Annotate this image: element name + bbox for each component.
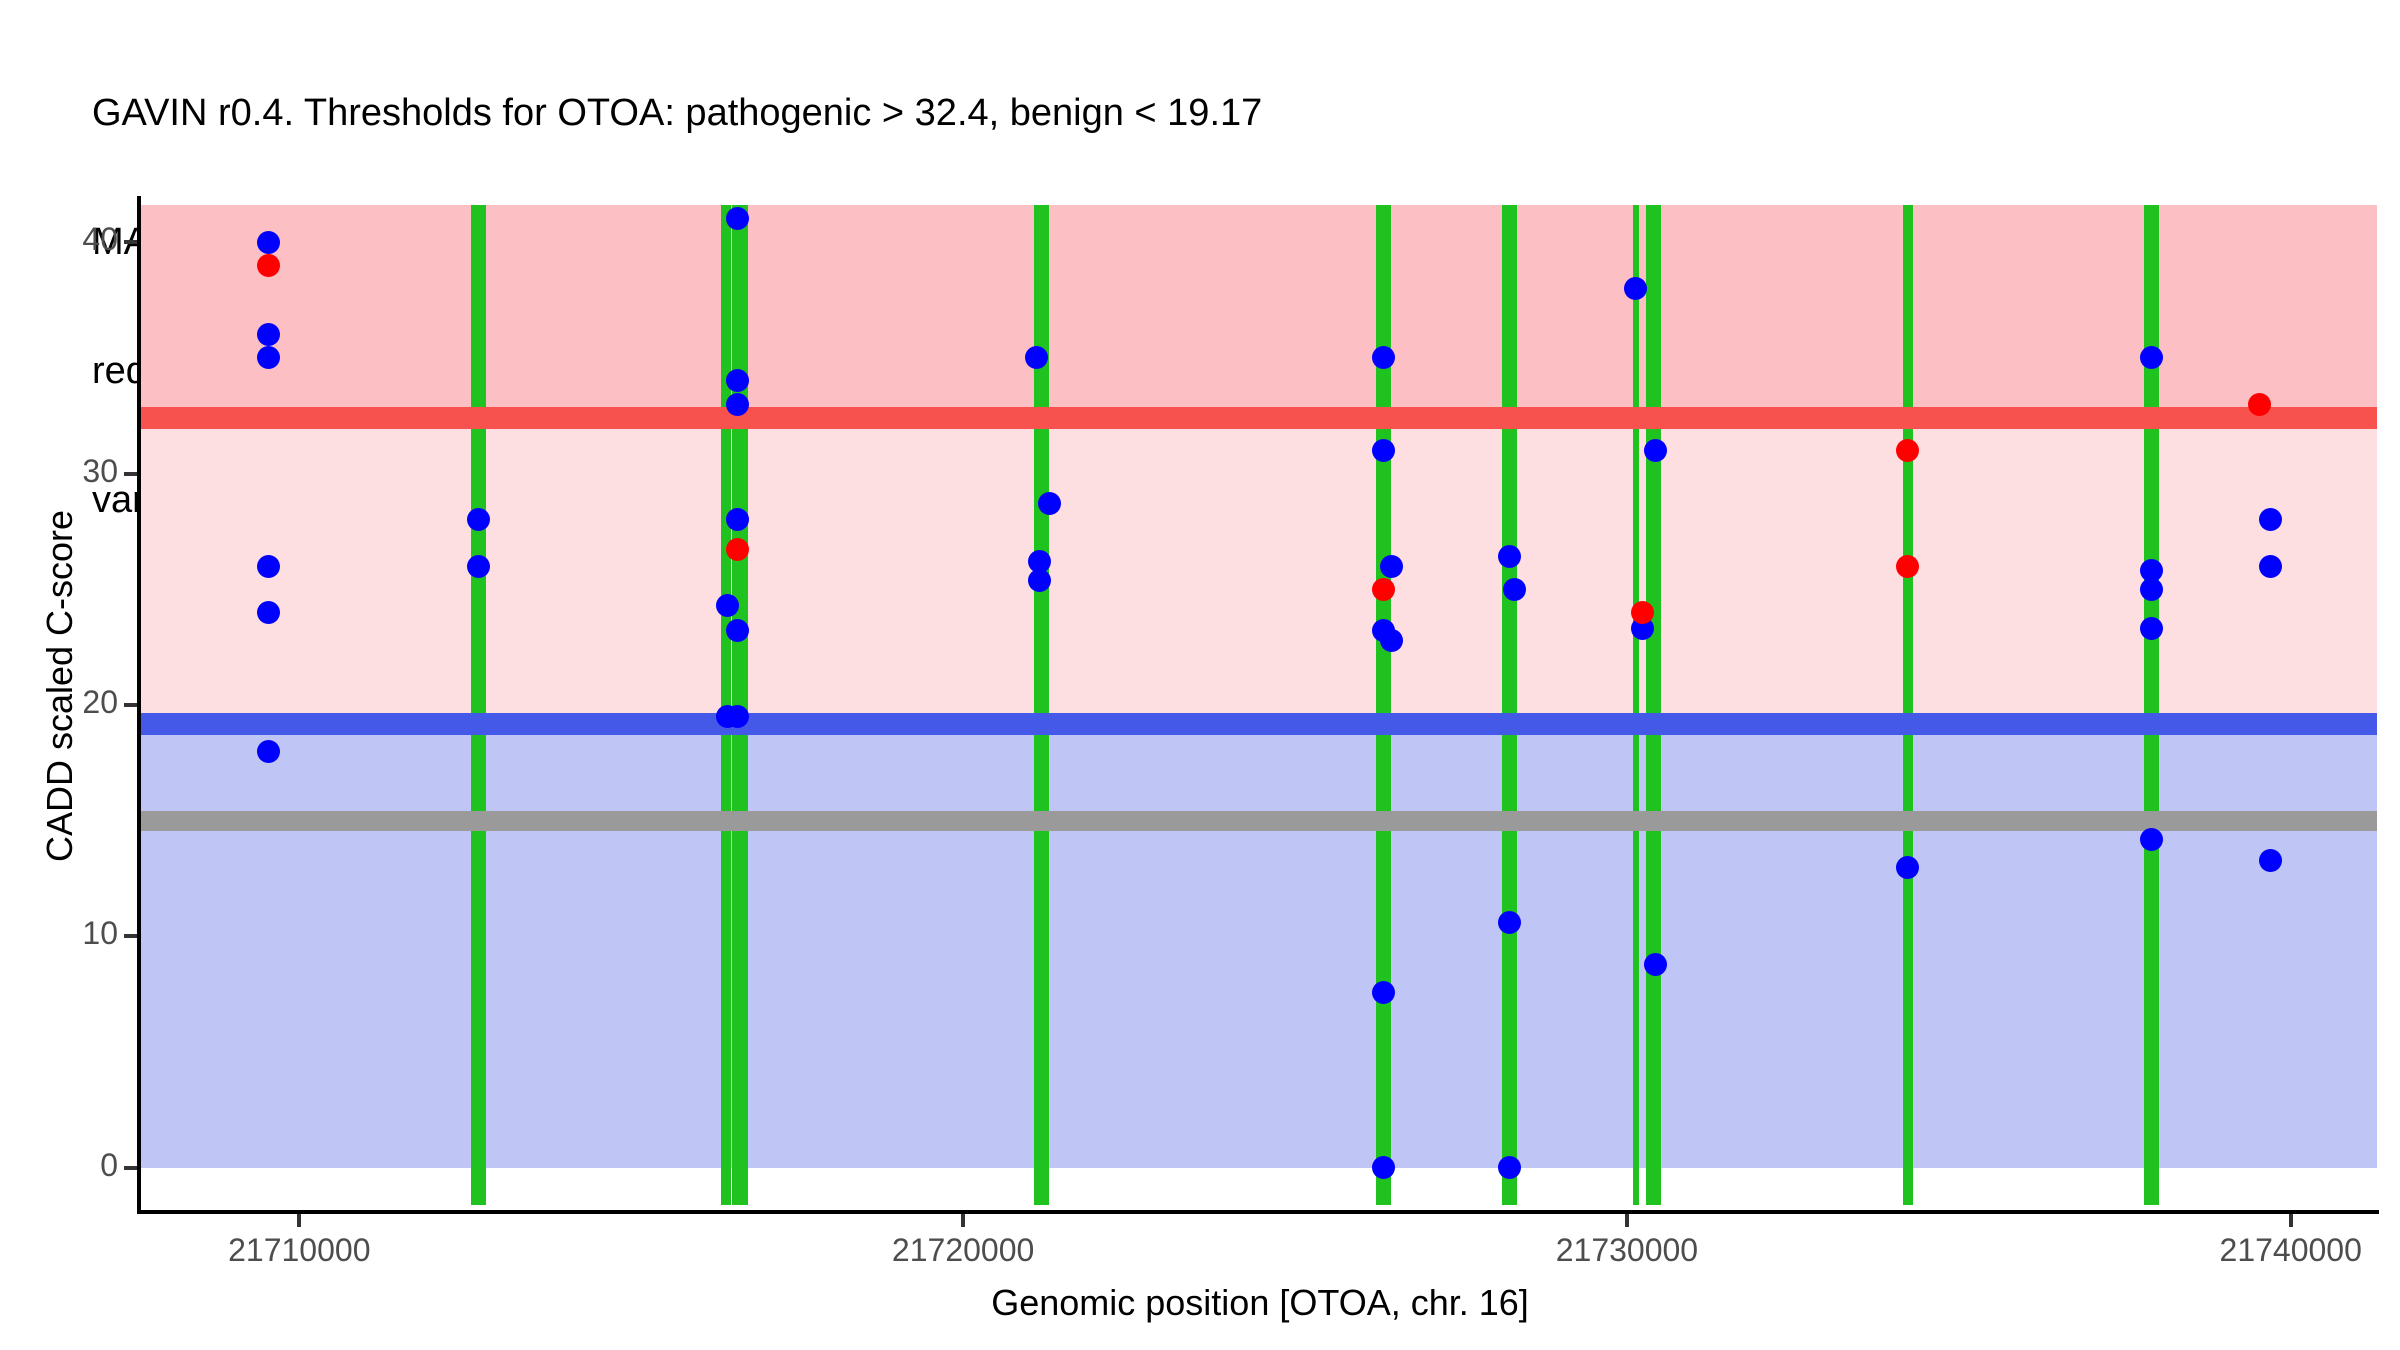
clinvar-pathogenic-point xyxy=(1896,554,1920,578)
y-axis-tick-label: 30 xyxy=(82,452,118,489)
intermediate-band xyxy=(140,417,2377,725)
gnomad-variant-point xyxy=(256,230,280,254)
y-axis-tick-mark xyxy=(124,240,137,245)
gnomad-variant-point xyxy=(1502,577,1526,601)
refseq-exon-line xyxy=(1902,205,1913,1205)
refseq-exon-line xyxy=(2143,205,2159,1205)
refseq-exon-line xyxy=(1033,205,1050,1205)
y-axis-line xyxy=(137,196,141,1214)
gnomad-variant-point xyxy=(1027,549,1051,573)
clinvar-pathogenic-point xyxy=(256,253,280,277)
x-axis-tick-mark xyxy=(297,1214,302,1227)
gnomad-variant-point xyxy=(1896,855,1920,879)
x-axis-tick-label: 21710000 xyxy=(228,1232,371,1268)
clinvar-pathogenic-point xyxy=(725,538,749,562)
x-axis-tick-mark xyxy=(2288,1214,2293,1227)
gnomad-variant-point xyxy=(725,619,749,643)
refseq-exon-line xyxy=(1645,205,1662,1205)
plot-panel xyxy=(140,205,2377,1205)
benign-band xyxy=(140,724,2377,1168)
y-axis-tick-label: 10 xyxy=(82,915,118,952)
y-axis-tick-mark xyxy=(124,934,137,939)
gnomad-variant-point xyxy=(256,554,280,578)
gnomad-variant-point xyxy=(725,369,749,393)
gnomad-variant-point xyxy=(2139,827,2163,851)
gnomad-variant-point xyxy=(725,392,749,416)
gnomad-variant-point xyxy=(1624,276,1648,300)
refseq-exon-line xyxy=(470,205,487,1205)
gnomad-variant-point xyxy=(1037,492,1061,516)
gnomad-variant-point xyxy=(256,323,280,347)
x-axis-tick-label: 21720000 xyxy=(891,1232,1035,1268)
gnomad-variant-point xyxy=(1379,554,1403,578)
gnomad-variant-point xyxy=(256,600,280,624)
gnomad-variant-point xyxy=(1497,911,1521,935)
gnomad-variant-point xyxy=(725,508,749,532)
gnomad-variant-point xyxy=(1024,346,1048,370)
x-axis-tick-label: 21740000 xyxy=(2219,1232,2362,1268)
clinvar-pathogenic-point xyxy=(1371,577,1395,601)
gnomad-variant-point xyxy=(256,346,280,370)
y-axis-tick-label: 20 xyxy=(82,684,118,720)
clinvar-pathogenic-point xyxy=(1630,600,1654,624)
gnomad-variant-point xyxy=(1643,952,1667,976)
gnomad-variant-point xyxy=(2139,559,2163,583)
clinvar-pathogenic-point xyxy=(2248,392,2271,416)
gnomad-variant-point xyxy=(2259,554,2283,578)
refseq-exon-line xyxy=(1501,205,1518,1205)
genome-wide-fallback-line xyxy=(140,810,2377,831)
gnomad-variant-point xyxy=(2259,508,2283,532)
refseq-exon-line xyxy=(1632,205,1639,1205)
refseq-exon-line xyxy=(721,205,732,1205)
clinvar-pathogenic-point xyxy=(1896,438,1920,462)
title-line-1: GAVIN r0.4. Thresholds for OTOA: pathoge… xyxy=(92,92,1263,134)
gnomad-variant-point xyxy=(715,705,739,729)
gnomad-variant-point xyxy=(2139,577,2163,601)
gnomad-variant-point xyxy=(467,554,491,578)
gnomad-variant-point xyxy=(1497,1156,1521,1180)
y-axis-tick-label: 0 xyxy=(100,1146,118,1183)
gnomad-variant-point xyxy=(725,207,749,231)
gnomad-variant-point xyxy=(2259,848,2283,872)
y-axis-tick-mark xyxy=(124,703,137,707)
gnomad-variant-point xyxy=(2139,346,2163,370)
gnomad-variant-point xyxy=(256,739,280,763)
x-axis-tick-label: 21730000 xyxy=(1555,1232,1699,1268)
gnomad-variant-point xyxy=(1379,628,1403,652)
gnomad-variant-point xyxy=(1497,545,1521,569)
gnomad-variant-point xyxy=(1643,438,1667,462)
gnomad-variant-point xyxy=(1371,980,1395,1004)
gnomad-variant-point xyxy=(1371,438,1395,462)
gnomad-variant-point xyxy=(1027,568,1051,592)
gnomad-variant-point xyxy=(715,593,739,617)
pathogenic-threshold-line xyxy=(140,406,2377,429)
gnomad-variant-point xyxy=(1371,1156,1395,1180)
gnomad-variant-point xyxy=(1630,617,1654,641)
y-axis-tick-mark xyxy=(124,471,137,476)
gnomad-variant-point xyxy=(1371,346,1395,370)
y-axis-tick-mark xyxy=(124,1165,137,1170)
pathogenic-band xyxy=(140,205,2377,418)
x-axis-title: Genomic position [OTOA, chr. 16] xyxy=(991,1282,1529,1323)
x-axis-tick-mark xyxy=(961,1214,966,1227)
x-axis-tick-mark xyxy=(1624,1214,1629,1227)
y-axis-tick-label: 40 xyxy=(82,221,118,258)
x-axis-line xyxy=(137,1210,2379,1214)
refseq-exon-line xyxy=(732,205,748,1205)
gnomad-variant-point xyxy=(467,508,491,532)
gnomad-variant-point xyxy=(2139,617,2163,641)
benign-threshold-line xyxy=(140,713,2377,736)
